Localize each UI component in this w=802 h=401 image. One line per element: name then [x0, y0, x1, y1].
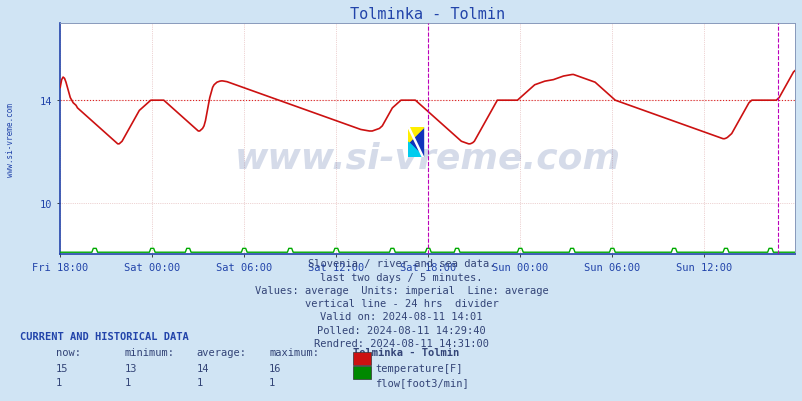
Text: Rendred: 2024-08-11 14:31:00: Rendred: 2024-08-11 14:31:00 [314, 338, 488, 348]
Text: 15: 15 [56, 363, 69, 373]
Polygon shape [407, 143, 423, 158]
Text: flow[foot3/min]: flow[foot3/min] [375, 377, 468, 387]
Text: www.si-vreme.com: www.si-vreme.com [234, 141, 620, 175]
Text: 1: 1 [56, 377, 63, 387]
Text: maximum:: maximum: [269, 347, 318, 357]
Text: Polled: 2024-08-11 14:29:40: Polled: 2024-08-11 14:29:40 [317, 325, 485, 335]
Text: last two days / 5 minutes.: last two days / 5 minutes. [320, 272, 482, 282]
Text: average:: average: [196, 347, 246, 357]
Polygon shape [407, 128, 423, 158]
Text: 16: 16 [269, 363, 282, 373]
Text: vertical line - 24 hrs  divider: vertical line - 24 hrs divider [304, 298, 498, 308]
Text: Values: average  Units: imperial  Line: average: Values: average Units: imperial Line: av… [254, 285, 548, 295]
Text: 1: 1 [124, 377, 131, 387]
Text: Valid on: 2024-08-11 14:01: Valid on: 2024-08-11 14:01 [320, 312, 482, 322]
Text: 13: 13 [124, 363, 137, 373]
Text: now:: now: [56, 347, 81, 357]
Polygon shape [407, 128, 423, 143]
Polygon shape [407, 143, 423, 158]
Text: Tolminka - Tolmin: Tolminka - Tolmin [353, 347, 459, 357]
Text: temperature[F]: temperature[F] [375, 363, 462, 373]
Polygon shape [407, 128, 423, 143]
Title: Tolminka - Tolmin: Tolminka - Tolmin [350, 6, 504, 22]
Text: 14: 14 [196, 363, 209, 373]
Text: Slovenia / river and sea data.: Slovenia / river and sea data. [307, 259, 495, 269]
Text: CURRENT AND HISTORICAL DATA: CURRENT AND HISTORICAL DATA [20, 331, 188, 341]
Text: minimum:: minimum: [124, 347, 174, 357]
Text: 1: 1 [269, 377, 275, 387]
Text: www.si-vreme.com: www.si-vreme.com [6, 102, 15, 176]
Text: 1: 1 [196, 377, 203, 387]
